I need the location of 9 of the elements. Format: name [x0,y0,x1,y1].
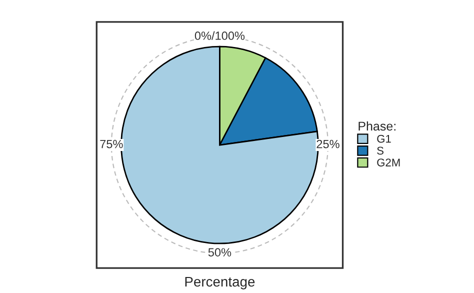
text: 50% [208,248,232,256]
text: Percentage [185,276,255,290]
text: 0%/100% [194,31,245,40]
legend-label: G2M [377,158,400,166]
text: 75% [100,140,123,148]
legend-title: Phase: [358,121,396,131]
legend-label: S [377,146,384,155]
legend-label: G1 [377,134,391,143]
text: 25% [316,140,340,148]
